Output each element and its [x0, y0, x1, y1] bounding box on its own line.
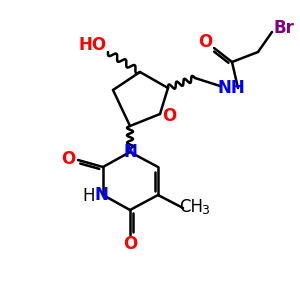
Text: N: N [123, 143, 137, 161]
Text: O: O [123, 235, 137, 253]
Text: Br: Br [274, 19, 294, 37]
Text: O: O [61, 150, 75, 168]
Text: O: O [162, 107, 176, 125]
Text: HO: HO [79, 36, 107, 54]
Text: CH: CH [179, 198, 203, 216]
Text: H: H [83, 187, 95, 205]
Text: 3: 3 [201, 205, 209, 218]
Text: NH: NH [217, 79, 245, 97]
Text: O: O [198, 33, 212, 51]
Text: N: N [94, 186, 108, 204]
